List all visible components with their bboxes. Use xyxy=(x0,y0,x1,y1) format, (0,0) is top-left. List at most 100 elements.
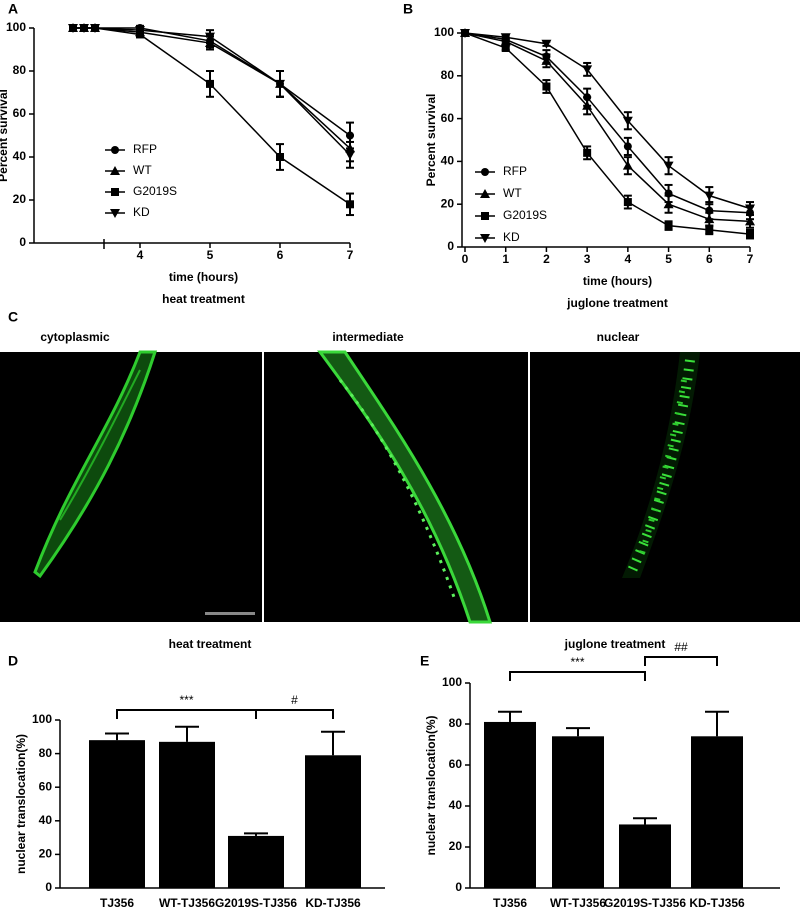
x-tick-label: WT-TJ356 xyxy=(550,896,606,910)
image-label: cytoplasmic xyxy=(40,330,110,344)
marker xyxy=(582,65,593,75)
significance-label: *** xyxy=(179,693,193,707)
marker xyxy=(460,29,470,38)
x-tick-label: 6 xyxy=(277,248,284,262)
marker xyxy=(480,189,490,198)
x-tick-label: WT-TJ356 xyxy=(159,896,215,910)
y-axis-label: nuclear translocation(%) xyxy=(424,715,438,855)
marker xyxy=(623,142,632,151)
y-tick-label: 100 xyxy=(6,20,26,34)
series-line xyxy=(464,32,751,235)
y-axis-label: Percent survival xyxy=(424,94,438,187)
x-tick-label: 4 xyxy=(625,252,632,266)
marker xyxy=(663,199,674,209)
y-axis-label: nuclear translocation(%) xyxy=(14,734,28,874)
marker xyxy=(704,191,715,201)
y-tick-label: 20 xyxy=(449,839,463,853)
marker xyxy=(480,234,490,243)
marker xyxy=(346,200,354,209)
legend-label: G2019S xyxy=(133,184,177,198)
y-tick-label: 40 xyxy=(13,149,27,163)
panel-letter: E xyxy=(420,653,429,669)
marker xyxy=(541,39,552,49)
y-tick-label: 60 xyxy=(449,757,463,771)
y-axis-label: Percent survival xyxy=(0,89,10,182)
marker xyxy=(345,150,355,160)
x-tick-label: TJ356 xyxy=(100,896,134,910)
x-tick-label: TJ356 xyxy=(493,896,527,910)
marker xyxy=(135,26,145,36)
x-tick-label: 4 xyxy=(137,248,144,262)
legend-label: WT xyxy=(503,186,522,200)
marker xyxy=(111,188,119,196)
x-tick-label: 7 xyxy=(347,248,354,262)
marker xyxy=(583,148,592,157)
legend-label: RFP xyxy=(503,164,527,178)
y-tick-label: 20 xyxy=(13,192,27,206)
bar xyxy=(305,755,361,888)
x-tick-label: KD-TJ356 xyxy=(689,896,745,910)
series-line xyxy=(73,27,351,205)
y-tick-label: 60 xyxy=(39,779,53,793)
series-line xyxy=(464,32,751,223)
series-line xyxy=(464,32,751,210)
marker xyxy=(111,146,119,154)
marker xyxy=(745,216,755,226)
y-tick-label: 80 xyxy=(449,716,463,730)
significance-bracket xyxy=(255,709,334,719)
marker xyxy=(622,116,633,126)
marker xyxy=(68,24,78,33)
legend-label: G2019S xyxy=(503,208,547,222)
y-tick-label: 40 xyxy=(441,154,455,168)
marker xyxy=(705,225,714,234)
marker xyxy=(501,43,510,52)
bar xyxy=(552,736,604,888)
micrograph xyxy=(264,350,528,624)
bar xyxy=(484,721,536,888)
marker xyxy=(79,24,89,33)
marker xyxy=(582,100,593,110)
legend-label: KD xyxy=(133,205,150,219)
marker xyxy=(481,212,489,220)
marker xyxy=(746,230,754,239)
y-tick-label: 0 xyxy=(455,880,462,894)
bar xyxy=(159,741,215,888)
legend-label: WT xyxy=(133,163,152,177)
y-tick-label: 80 xyxy=(39,746,53,760)
marker xyxy=(541,55,552,65)
marker xyxy=(663,161,674,171)
x-tick-label: G2019S-TJ356 xyxy=(215,896,297,910)
marker xyxy=(110,166,120,175)
y-tick-label: 80 xyxy=(13,63,27,77)
marker xyxy=(110,209,120,218)
y-tick-label: 0 xyxy=(45,880,52,894)
marker xyxy=(276,153,284,161)
significance-bracket xyxy=(116,709,257,719)
y-tick-label: 100 xyxy=(32,712,52,726)
y-tick-label: 0 xyxy=(19,235,26,249)
significance-label: # xyxy=(291,693,298,707)
panel-letter: A xyxy=(8,1,18,17)
marker xyxy=(481,168,489,176)
significance-bracket xyxy=(509,671,646,681)
chart-title: heat treatment xyxy=(169,637,252,651)
x-tick-label: 1 xyxy=(502,252,509,266)
y-tick-label: 40 xyxy=(449,798,463,812)
x-tick-label: 5 xyxy=(665,252,672,266)
chart-title: juglone treatment xyxy=(564,637,666,651)
y-tick-label: 0 xyxy=(447,239,454,253)
marker xyxy=(623,198,632,207)
panel-letter: C xyxy=(8,309,18,325)
x-tick-label: G2019S-TJ356 xyxy=(604,896,686,910)
bar xyxy=(89,740,145,888)
x-tick-label: KD-TJ356 xyxy=(305,896,361,910)
bar xyxy=(691,736,743,888)
panel-letter: D xyxy=(8,653,18,669)
y-tick-label: 20 xyxy=(39,847,53,861)
image-label: intermediate xyxy=(332,330,404,344)
panel-letter: B xyxy=(403,1,413,17)
y-tick-label: 20 xyxy=(441,196,455,210)
bar xyxy=(619,824,671,888)
marker xyxy=(205,32,215,42)
marker xyxy=(622,160,633,170)
